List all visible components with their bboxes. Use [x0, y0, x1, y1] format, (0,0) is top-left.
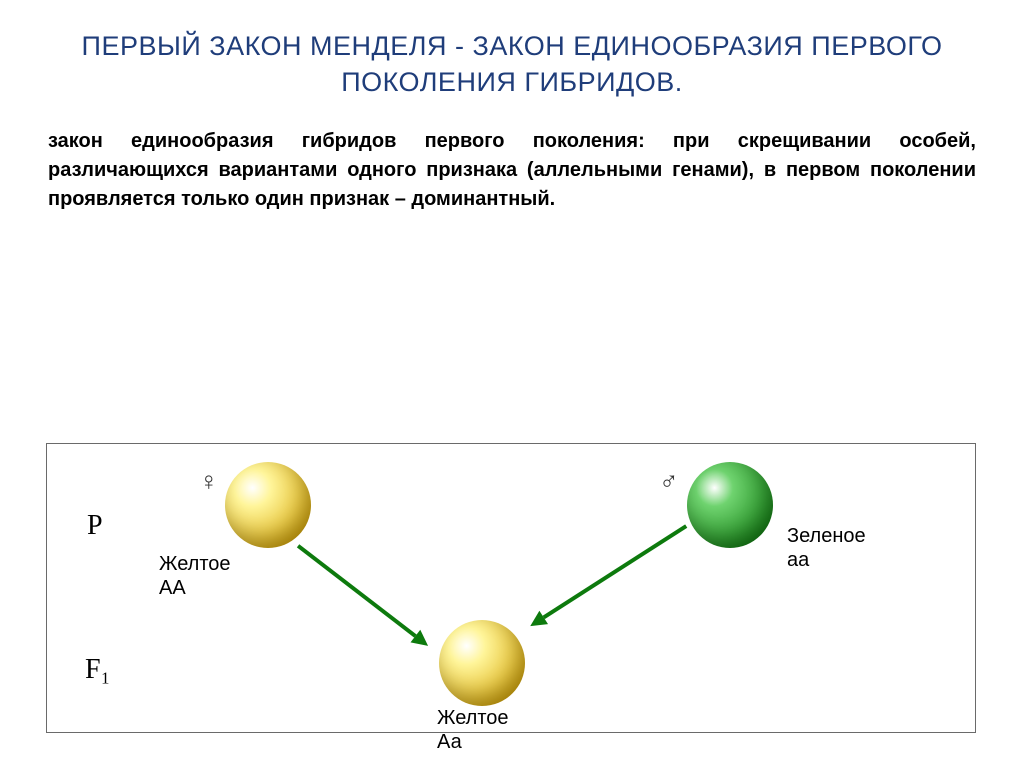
pea-parent_yellow	[225, 462, 311, 548]
arrow-left	[290, 536, 435, 656]
pea-parent_green	[687, 462, 773, 548]
pea-parent_green-label: Зеленоеаа	[787, 524, 866, 572]
generation-label-P: P	[87, 510, 103, 542]
genetics-diagram: PF₁♀♂ЖелтоеААЗеленоеааЖелтоеАа	[46, 443, 976, 733]
female-symbol: ♀	[199, 466, 219, 497]
pea-offspring-label: ЖелтоеАа	[437, 706, 509, 754]
arrow-right	[523, 516, 693, 637]
generation-label-F1: F₁	[85, 654, 110, 686]
slide-body-text: закон единообразия гибридов первого поко…	[48, 127, 976, 214]
pea-offspring	[439, 620, 525, 706]
slide-title: ПЕРВЫЙ ЗАКОН МЕНДЕЛЯ - ЗАКОН ЕДИНООБРАЗИ…	[48, 28, 976, 101]
male-symbol: ♂	[659, 466, 679, 497]
pea-parent_yellow-label: ЖелтоеАА	[159, 552, 231, 600]
